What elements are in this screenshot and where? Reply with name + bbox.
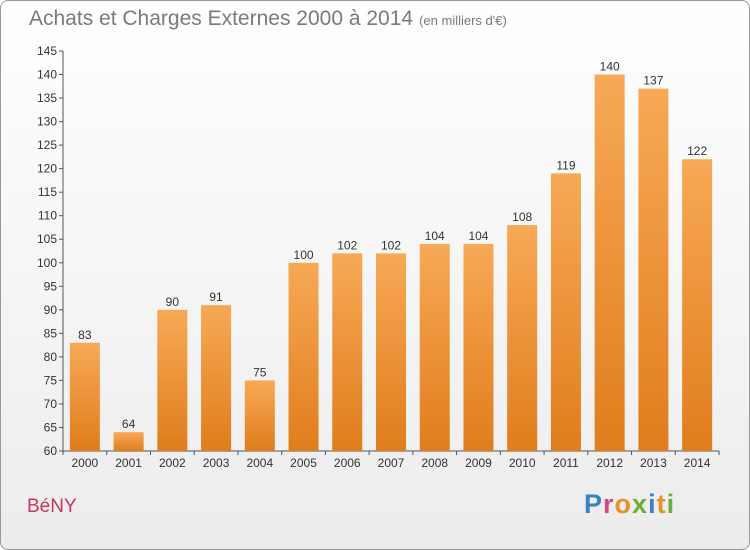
bar-2014 xyxy=(682,159,713,451)
logo-letter: x xyxy=(632,489,649,519)
value-label-2008: 104 xyxy=(425,229,445,243)
y-tick-label: 105 xyxy=(37,232,57,246)
logo-letter: i xyxy=(648,489,657,519)
y-tick-label: 110 xyxy=(38,209,57,223)
x-tick-label-2000: 2000 xyxy=(72,456,99,470)
y-tick-label: 90 xyxy=(44,303,58,317)
chart-title: Achats et Charges Externes 2000 à 2014 (e… xyxy=(29,7,507,30)
value-label-2001: 64 xyxy=(122,417,136,431)
x-tick-label-2012: 2012 xyxy=(596,456,623,470)
x-tick-label-2013: 2013 xyxy=(640,456,667,470)
x-tick-label-2008: 2008 xyxy=(421,456,448,470)
bar-2006 xyxy=(332,253,363,451)
value-label-2009: 104 xyxy=(468,229,488,243)
bar-2010 xyxy=(507,225,538,451)
value-label-2010: 108 xyxy=(512,210,532,224)
y-tick-label: 145 xyxy=(37,44,57,58)
value-label-2014: 122 xyxy=(687,144,707,158)
commune-name: BéNY xyxy=(27,496,77,517)
x-tick-label-2011: 2011 xyxy=(553,456,579,470)
value-label-2013: 137 xyxy=(643,74,663,88)
logo-letter: t xyxy=(656,489,667,519)
bar-2013 xyxy=(638,88,669,451)
logo-letter: r xyxy=(603,489,615,519)
bar-2005 xyxy=(288,262,319,451)
bar-2002 xyxy=(157,309,188,451)
bar-2001 xyxy=(113,432,144,451)
y-tick-label: 130 xyxy=(37,115,57,129)
value-label-2011: 119 xyxy=(556,158,575,172)
bar-2000 xyxy=(69,342,100,451)
x-tick-label-2004: 2004 xyxy=(246,456,273,470)
y-tick-label: 135 xyxy=(37,91,57,105)
bar-2004 xyxy=(244,380,275,451)
x-tick-label-2005: 2005 xyxy=(290,456,317,470)
y-tick-label: 100 xyxy=(37,256,57,270)
bar-2011 xyxy=(550,173,581,451)
y-tick-label: 115 xyxy=(38,185,57,199)
y-tick-label: 60 xyxy=(44,444,58,458)
y-tick-label: 120 xyxy=(37,162,57,176)
y-tick-label: 140 xyxy=(37,68,57,82)
y-tick-label: 65 xyxy=(44,420,58,434)
x-tick-label-2003: 2003 xyxy=(203,456,230,470)
y-tick-label: 125 xyxy=(37,138,57,152)
y-tick-label: 70 xyxy=(44,397,58,411)
logo-letter: i xyxy=(666,489,676,519)
value-label-2004: 75 xyxy=(253,365,267,379)
x-tick-label-2010: 2010 xyxy=(509,456,536,470)
bar-2008 xyxy=(419,243,450,451)
proxiti-logo: Proxiti xyxy=(584,489,675,520)
bar-2012 xyxy=(594,74,625,451)
value-label-2012: 140 xyxy=(600,60,620,74)
chart-unit: (en milliers d'€) xyxy=(419,13,507,28)
value-label-2002: 90 xyxy=(166,295,180,309)
x-tick-label-2001: 2001 xyxy=(115,456,142,470)
x-tick-label-2009: 2009 xyxy=(465,456,492,470)
y-tick-label: 85 xyxy=(44,326,58,340)
y-tick-label: 95 xyxy=(44,279,58,293)
x-tick-label-2014: 2014 xyxy=(684,456,711,470)
value-label-2003: 91 xyxy=(209,290,223,304)
bar-2007 xyxy=(376,253,406,451)
y-tick-label: 75 xyxy=(44,373,58,387)
x-tick-label-2006: 2006 xyxy=(334,456,361,470)
logo-letter: P xyxy=(584,489,604,519)
bar-2009 xyxy=(463,243,494,451)
value-label-2006: 102 xyxy=(337,238,357,252)
x-tick-label-2007: 2007 xyxy=(378,456,405,470)
logo-letter: o xyxy=(614,489,633,519)
value-label-2007: 102 xyxy=(381,238,401,252)
value-label-2005: 100 xyxy=(294,248,314,262)
bar-2003 xyxy=(201,305,232,451)
y-tick-label: 80 xyxy=(44,350,58,364)
value-label-2000: 83 xyxy=(78,328,92,342)
x-tick-label-2002: 2002 xyxy=(159,456,186,470)
